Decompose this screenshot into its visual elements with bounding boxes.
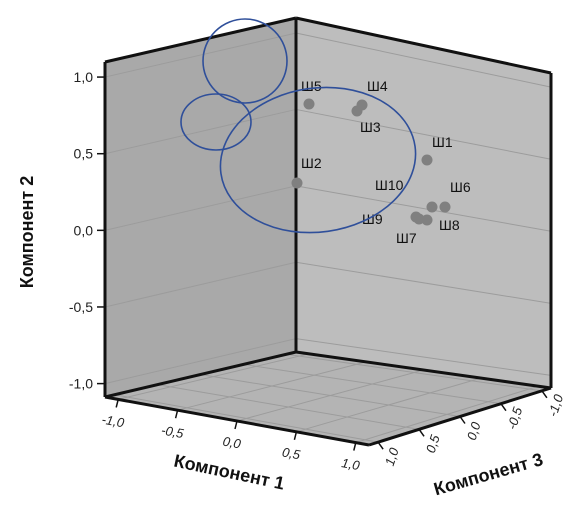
edge-right-bottom: [295, 350, 552, 390]
data-point: [351, 105, 363, 117]
y-tick-label: -0,5: [69, 299, 93, 315]
y-tick-label: 1,0: [74, 69, 94, 85]
data-point-label: Ш7: [396, 230, 417, 246]
x-tick-label: 0,0: [222, 434, 243, 452]
x-tick-mark: [353, 442, 357, 451]
edge-left-bottom: [104, 350, 297, 399]
grid-floor-z: [200, 374, 461, 417]
z-tick-label: -1,0: [545, 392, 566, 419]
z-tick-mark: [541, 390, 548, 399]
grid-back-wall: [295, 32, 552, 88]
z-axis-title: Компонент 3: [432, 449, 546, 499]
x-tick-label: -0,5: [160, 422, 185, 441]
grid-back-wall: [295, 338, 552, 376]
z-tick-label: 0,5: [423, 432, 443, 455]
gridlines: [104, 32, 552, 444]
z-tick-mark: [459, 416, 466, 424]
x-tick-mark: [293, 431, 298, 440]
data-point-label: Ш3: [360, 119, 381, 135]
z-tick-label: 1,0: [382, 445, 402, 468]
z-tick-mark: [377, 441, 384, 450]
y-tick-label: 0,0: [74, 222, 94, 238]
data-point-label: Ш4: [367, 78, 388, 94]
back-wall: [296, 18, 551, 388]
data-point: [291, 177, 303, 189]
grid-floor-z: [114, 394, 379, 443]
data-point-label: Ш1: [432, 134, 453, 150]
data-point-label: Ш10: [375, 177, 404, 193]
grid-back-wall: [295, 185, 552, 232]
y-tick-label: 0,5: [74, 146, 94, 162]
z-tick-mark: [418, 428, 425, 437]
z-tick-label: 0,0: [464, 419, 484, 442]
data-point-label: Ш8: [439, 217, 460, 233]
edge-left-top: [104, 16, 297, 64]
x-tick-label: 0,5: [281, 444, 302, 462]
annotations: [180, 18, 417, 234]
data-point: [421, 214, 433, 226]
x-tick-mark: [115, 399, 119, 408]
ticks: 1,0 0,5 0,0 -0,5 -1,0 -1,0 -0,5 0,0 0,5 1,0 1,0 0,5…: [69, 69, 567, 473]
x-tick-mark: [234, 420, 238, 430]
annotation-ellipse: [180, 93, 252, 151]
grid-back-wall: [295, 108, 552, 160]
data-point: [426, 201, 438, 213]
grid-floor-z: [286, 353, 542, 392]
edge-right-top: [295, 16, 552, 75]
y-axis-title: Компонент 2: [17, 176, 37, 289]
data-point-label: Ш6: [450, 179, 471, 195]
data-point: [413, 213, 425, 225]
data-point-label: Ш5: [301, 78, 322, 94]
grid-left-wall: [104, 32, 297, 78]
x-axis-title: Компонент 1: [172, 451, 286, 494]
y-tick-label: -1,0: [69, 376, 93, 392]
annotation-ellipse: [202, 18, 288, 104]
x-tick-label: 1,0: [340, 455, 361, 473]
grid-left-wall: [104, 338, 297, 385]
data-point: [439, 201, 451, 213]
grid-floor-z: [243, 363, 502, 405]
grid-left-wall: [104, 261, 297, 308]
grid-left-wall: [104, 185, 297, 231]
data-point: [421, 154, 433, 166]
grid-floor-z: [157, 384, 420, 430]
x-tick-label: -1,0: [101, 412, 126, 431]
annotation-ellipse: [219, 86, 417, 234]
data-point-label: Ш9: [362, 211, 383, 227]
data-point-label: Ш2: [301, 155, 322, 171]
z-tick-label: -0,5: [504, 405, 525, 432]
grid-back-wall: [295, 261, 552, 304]
grid-left-wall: [104, 108, 297, 155]
data-point: [303, 98, 315, 110]
z-tick-mark: [500, 403, 507, 412]
x-tick-mark: [174, 410, 179, 419]
left-wall: [105, 18, 296, 397]
data-points: Ш5 Ш4 Ш3 Ш1 Ш2 Ш10 Ш6 Ш9 Ш8 Ш7: [291, 78, 471, 246]
